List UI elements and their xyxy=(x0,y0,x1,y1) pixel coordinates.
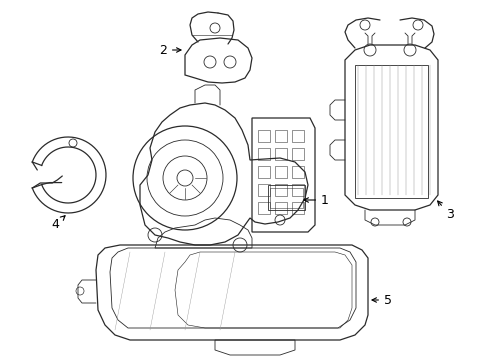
Text: 1: 1 xyxy=(304,194,329,207)
Text: 5: 5 xyxy=(372,293,392,306)
Text: 2: 2 xyxy=(159,44,181,57)
Text: 4: 4 xyxy=(51,216,65,231)
Text: 3: 3 xyxy=(438,201,454,221)
